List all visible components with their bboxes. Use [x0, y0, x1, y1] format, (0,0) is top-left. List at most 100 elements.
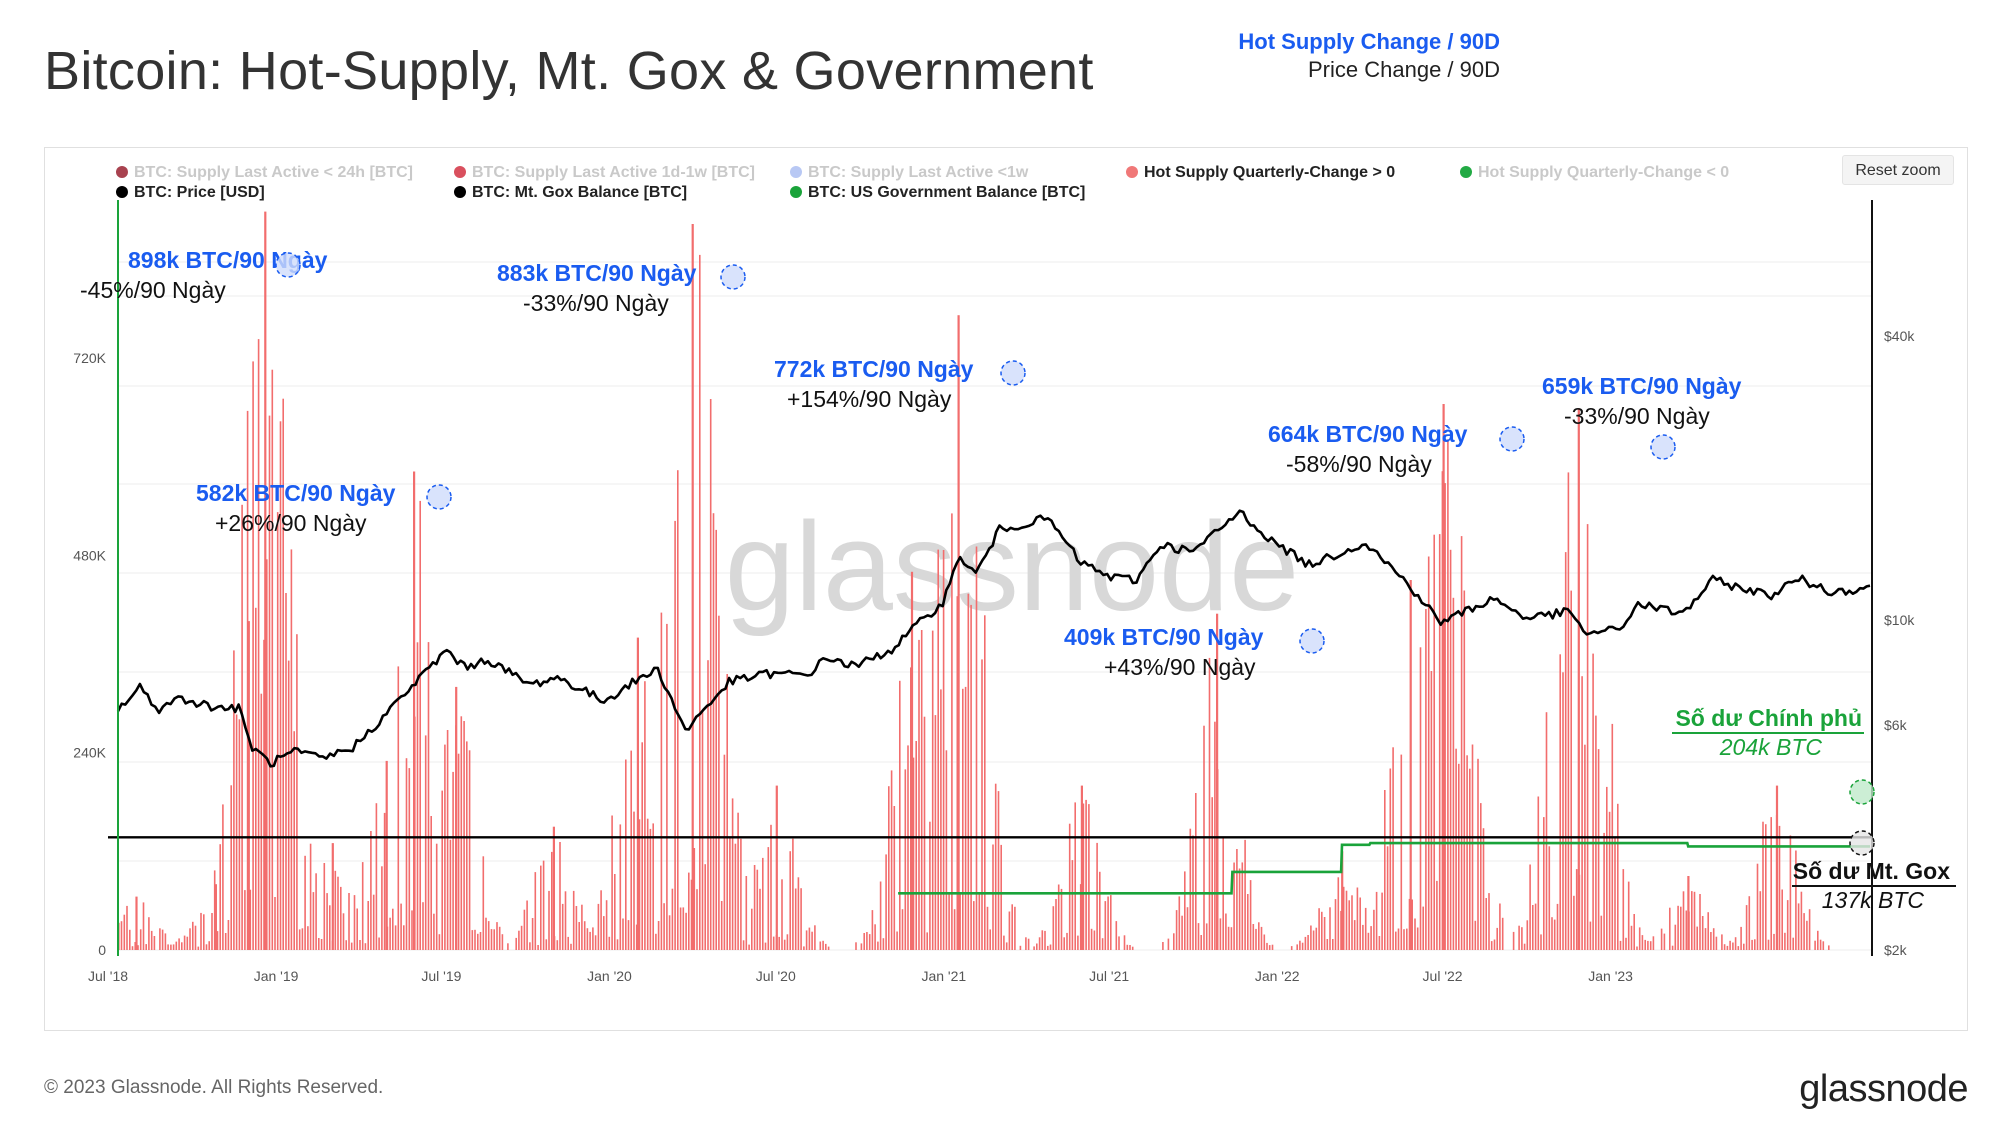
hot-supply-bar	[515, 937, 517, 950]
hot-supply-bar	[1712, 928, 1715, 950]
hot-supply-bar	[1049, 944, 1052, 950]
hot-supply-bar	[408, 768, 411, 950]
hot-supply-bar	[1622, 869, 1625, 950]
hot-supply-bar	[285, 593, 287, 950]
hot-supply-bar	[1236, 849, 1238, 950]
hot-supply-bar	[953, 909, 956, 950]
hot-supply-bar	[1129, 945, 1131, 950]
hot-supply-bar	[970, 604, 972, 950]
hot-supply-bar	[805, 930, 808, 950]
hot-supply-bar	[1312, 930, 1315, 950]
hot-supply-bar	[1682, 891, 1685, 950]
hot-supply-bar	[715, 529, 717, 950]
hot-supply-bar	[1436, 880, 1438, 950]
x-tick-label: Jul '22	[1423, 968, 1463, 984]
hot-supply-bar	[1397, 928, 1400, 950]
hot-supply-bar	[257, 339, 260, 951]
gov-label-title: Số dư Chính phủ	[1675, 705, 1862, 731]
hot-supply-bar	[616, 939, 619, 950]
hot-supply-bar	[192, 921, 194, 950]
legend-mt-gox[interactable]: BTC: Mt. Gox Balance [BTC]	[454, 184, 687, 202]
hot-supply-bar	[1225, 913, 1227, 950]
hot-supply-bar	[896, 931, 898, 950]
mt-gox-label-value: 137k BTC	[1822, 887, 1925, 913]
hot-supply-bar	[619, 824, 622, 950]
hot-supply-bar	[737, 812, 739, 950]
annotation-subtitle: +26%/90 Ngày	[215, 510, 367, 536]
hot-supply-bar	[1301, 942, 1304, 950]
hot-supply-bar	[1027, 938, 1030, 950]
hot-supply-bar	[479, 932, 482, 950]
hot-supply-bar	[1110, 895, 1112, 950]
hot-supply-bar	[1786, 900, 1789, 950]
hot-supply-bar	[1671, 945, 1674, 950]
hot-supply-bar	[556, 940, 559, 950]
hot-supply-bar	[359, 940, 361, 950]
hot-supply-peak-bar	[264, 211, 267, 951]
legend-supply-24h[interactable]: BTC: Supply Last Active < 24h [BTC]	[116, 164, 413, 182]
hot-supply-bar	[1178, 896, 1181, 950]
hot-supply-bar	[1386, 846, 1389, 950]
hot-supply-bar	[910, 667, 912, 950]
hot-supply-bar	[1553, 919, 1556, 950]
hot-supply-bar	[718, 615, 720, 950]
hot-supply-bar	[907, 745, 909, 950]
x-tick-label: Jan '21	[921, 968, 966, 984]
hot-supply-bar	[323, 863, 326, 950]
y-left-tick-label: 720K	[73, 350, 106, 366]
hot-supply-bar	[1197, 923, 1200, 950]
hot-supply-bar	[1208, 657, 1211, 950]
hot-supply-bar	[882, 938, 885, 950]
axes: 0 240K 480K 720K $2k $6k $10k $40k Jul '18 Jan '1…	[73, 200, 1915, 984]
hot-supply-bar	[926, 932, 928, 950]
hot-supply-bar	[1699, 894, 1701, 950]
hot-supply-bar	[178, 938, 180, 950]
hot-supply-bar	[641, 742, 643, 950]
hot-supply-bar	[751, 908, 753, 950]
hot-supply-bar	[1408, 898, 1411, 950]
legend-supply-1w[interactable]: BTC: Supply Last Active <1w	[790, 164, 1028, 182]
hot-supply-bar	[978, 892, 981, 950]
legend-price[interactable]: BTC: Price [USD]	[116, 184, 265, 202]
hot-supply-bar	[181, 942, 183, 950]
legend-hot-supply-neg[interactable]: Hot Supply Quarterly-Change < 0	[1460, 164, 1729, 182]
hot-supply-bar	[1427, 556, 1430, 950]
hot-supply-bar	[1449, 549, 1452, 950]
hot-supply-bar	[266, 559, 268, 950]
legend-supply-1d-1w[interactable]: BTC: Supply Last Active 1d-1w [BTC]	[454, 164, 755, 182]
hot-supply-bar	[1241, 862, 1244, 950]
hot-supply-bar	[1707, 912, 1709, 950]
legend-us-gov[interactable]: BTC: US Government Balance [BTC]	[790, 184, 1085, 202]
hot-supply-bar	[748, 944, 750, 950]
hot-supply-bar	[1362, 924, 1364, 950]
hot-supply-bar	[1726, 945, 1729, 950]
hot-supply-peak-bar	[957, 315, 960, 950]
hot-supply-bar	[860, 943, 863, 950]
hot-supply-bar	[372, 894, 375, 950]
hot-supply-bar	[1074, 802, 1076, 950]
hot-supply-bar	[1556, 903, 1559, 950]
hot-supply-bar	[441, 790, 443, 950]
hot-supply-peak-bar	[1080, 785, 1083, 950]
hot-supply-bar	[888, 786, 890, 950]
hot-supply-bar	[572, 890, 575, 950]
legend-hot-supply-pos[interactable]: Hot Supply Quarterly-Change > 0	[1126, 164, 1395, 182]
annotation-title: 772k BTC/90 Ngày	[774, 356, 974, 382]
hot-supply-bar	[959, 893, 961, 950]
hot-supply-bar	[370, 831, 372, 950]
hot-supply-bar	[518, 930, 520, 950]
hot-supply-bar	[1101, 938, 1104, 950]
hot-supply-bar	[487, 921, 490, 950]
hot-supply-bar	[575, 906, 578, 950]
hot-supply-bar	[320, 939, 323, 950]
reset-zoom-button[interactable]: Reset zoom	[1842, 155, 1954, 185]
hot-supply-bar	[1326, 939, 1329, 950]
hot-supply-bar	[644, 681, 646, 950]
hot-supply-bar	[759, 888, 761, 950]
hot-supply-bar	[1063, 937, 1065, 950]
x-tick-label: Jul '19	[421, 968, 461, 984]
hot-supply-bar	[770, 824, 772, 950]
hot-supply-bar	[1425, 609, 1427, 950]
hot-supply-bar	[956, 596, 959, 950]
hot-supply-bar	[1195, 793, 1197, 950]
